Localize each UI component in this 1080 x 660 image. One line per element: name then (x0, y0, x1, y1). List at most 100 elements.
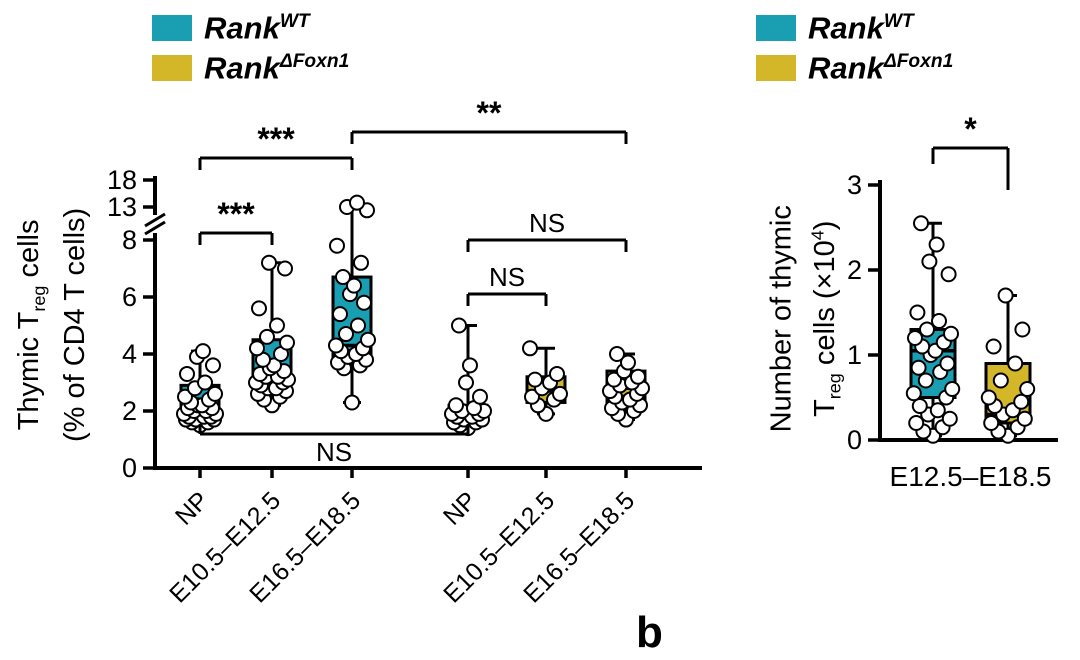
data-point (205, 357, 221, 374)
data-point (928, 236, 945, 253)
data-point (197, 374, 213, 391)
y-axis-title-line1: Thymic Treg cells (13, 219, 49, 431)
significance-bracket: NS (198, 424, 470, 467)
box-group-rank-δfoxn1-3 (444, 317, 492, 437)
data-point (941, 410, 958, 427)
data-point (606, 371, 622, 388)
significance-bracket: * (931, 111, 1010, 190)
data-point (919, 321, 935, 338)
data-point (195, 343, 211, 360)
data-point (911, 398, 928, 414)
significance-bracket: ** (350, 95, 628, 144)
data-point (207, 385, 223, 402)
data-point (907, 330, 923, 346)
data-point (905, 385, 922, 402)
data-point (1014, 321, 1031, 338)
legend-swatch-rank-foxn1 (756, 55, 796, 82)
data-point (910, 359, 927, 376)
legend-label-rank-wt: RankWT (204, 10, 310, 46)
data-point (349, 194, 365, 211)
legend-left: RankWT RankΔFoxn1 (152, 10, 350, 86)
box-group-rank-δfoxn1-4 (522, 340, 568, 422)
x-category-label: NP (170, 486, 214, 530)
significance-bracket: NS (466, 208, 628, 252)
data-point (350, 317, 366, 334)
data-point (269, 317, 285, 334)
legend-item-rank-foxn1: RankΔFoxn1 (152, 50, 350, 86)
significance-label: * (964, 111, 977, 147)
data-point (335, 269, 351, 286)
y-tick-label: 1 (847, 340, 862, 370)
box-group-rank-wt-0 (176, 343, 224, 434)
data-point (917, 372, 934, 389)
data-point (939, 355, 956, 372)
data-point (983, 415, 1000, 431)
genotype-name: Rank (204, 10, 280, 46)
data-point (609, 346, 625, 362)
data-point (344, 394, 360, 411)
y-axis-title-line2: Treg cells (×104) (807, 220, 845, 417)
genotype-name: Rank (204, 50, 280, 86)
legend-label-rank-foxn1: RankΔFoxn1 (808, 51, 953, 85)
data-point (261, 254, 277, 271)
data-point (448, 397, 464, 414)
data-point (921, 253, 938, 270)
box-group-rank-wt-2 (328, 194, 376, 411)
axis-break-gap (146, 215, 164, 233)
data-point (620, 354, 636, 371)
data-point (451, 317, 467, 334)
data-point (346, 277, 362, 294)
axis-break-mark (144, 212, 166, 228)
legend-swatch-rank-foxn1 (152, 55, 192, 82)
data-point (524, 388, 540, 405)
data-point (259, 328, 275, 345)
data-point (277, 260, 293, 277)
x-axis-label: E12.5–E18.5 (890, 461, 1052, 492)
right-chart: 0 1 2 3 E12.5–E18.5 * (847, 111, 1058, 492)
y-tick-label: 6 (122, 282, 137, 312)
data-point (940, 266, 957, 283)
significance-label: *** (257, 121, 295, 157)
genotype-superscript: WT (883, 11, 914, 32)
data-point (1019, 381, 1036, 397)
legend-label-rank-foxn1: RankΔFoxn1 (204, 50, 350, 86)
data-point (338, 326, 354, 343)
data-point (329, 237, 345, 254)
data-point (353, 254, 369, 271)
legend-swatch-rank-wt (152, 15, 192, 42)
legend-item-rank-foxn1: RankΔFoxn1 (756, 51, 953, 85)
data-point (328, 337, 344, 354)
data-point (985, 338, 1002, 355)
box-group-rank-δfoxn1-1 (980, 287, 1036, 444)
data-point (177, 388, 193, 405)
data-point (909, 304, 926, 321)
axis-break-mark (144, 220, 166, 236)
data-point (332, 306, 348, 323)
data-point (997, 287, 1014, 304)
legend-item-rank-wt: RankWT (152, 10, 349, 46)
panel-label: b (636, 608, 663, 657)
genotype-superscript: WT (279, 11, 310, 32)
data-point (913, 215, 929, 232)
y-tick-label: 13 (107, 192, 137, 222)
significance-label: ** (477, 95, 502, 131)
data-point (458, 374, 474, 391)
genotype-superscript: ΔFoxn1 (279, 50, 350, 72)
data-point (929, 402, 946, 419)
y-tick-label: 2 (847, 255, 862, 285)
left-chart-y-axis-title: Thymic Treg cells (% of CD4 T cells) (11, 145, 93, 505)
y-tick-label: 8 (122, 225, 137, 255)
y-tick-label: 18 (107, 165, 137, 195)
data-point (1013, 393, 1030, 410)
data-point (472, 388, 488, 405)
data-point (992, 372, 1009, 389)
box-group-rank-wt-1 (248, 254, 296, 414)
data-point (549, 365, 565, 382)
data-point (356, 294, 372, 311)
significance-label: *** (217, 196, 255, 232)
data-point (943, 325, 959, 342)
data-point (908, 415, 925, 431)
y-axis-title-line2: (% of CD4 T cells) (58, 207, 91, 443)
